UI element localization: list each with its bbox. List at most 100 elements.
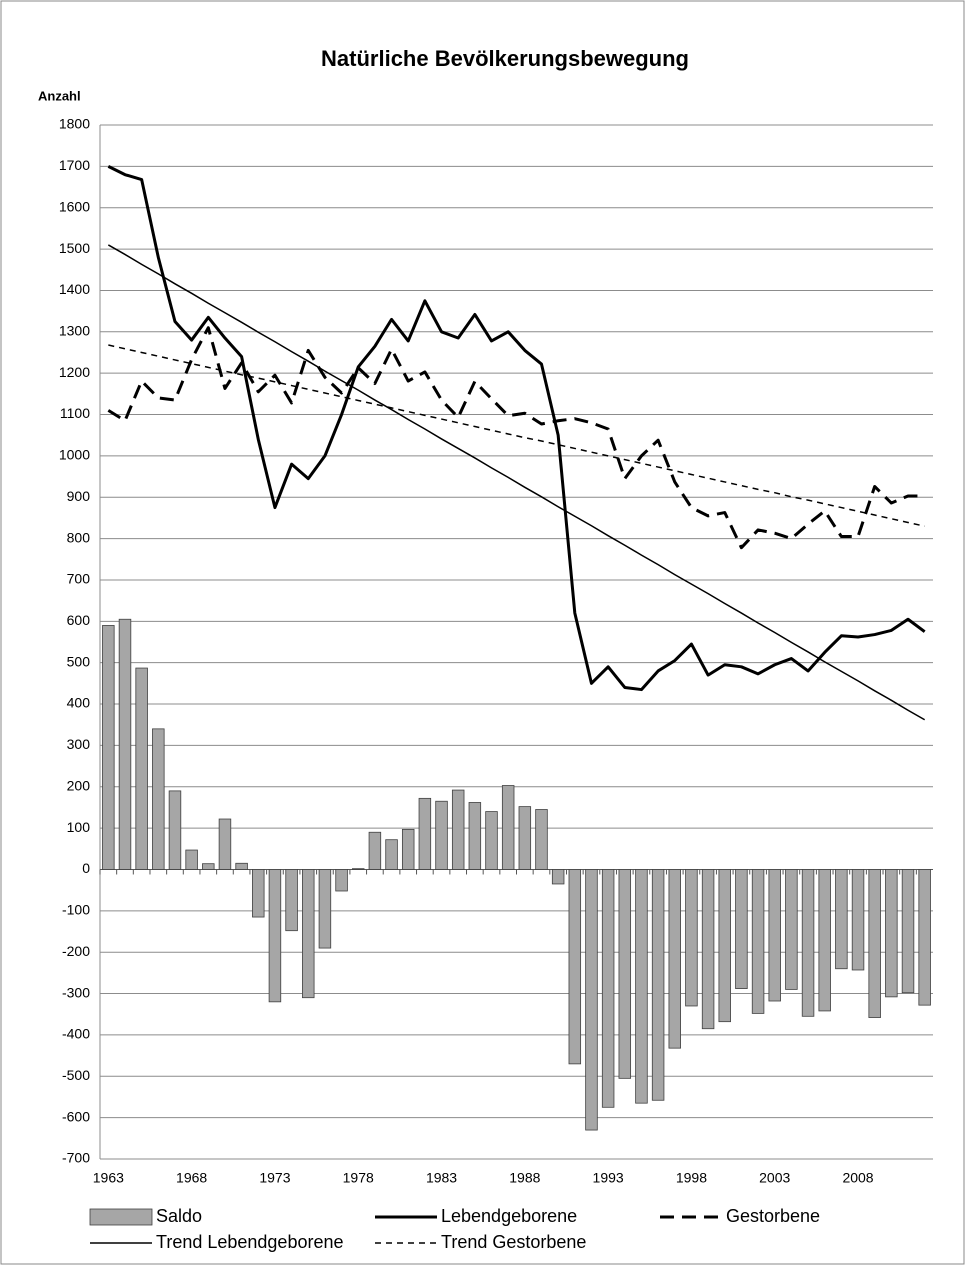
y-tick-label: 1700 — [59, 157, 90, 173]
legend-label: Saldo — [156, 1206, 202, 1226]
line — [107, 244, 926, 721]
x-tick-label: 1993 — [593, 1170, 624, 1186]
bar — [801, 869, 815, 1017]
legend-swatch — [89, 1208, 153, 1226]
x-tick-label: 1968 — [176, 1170, 207, 1186]
y-tick-label: 400 — [67, 695, 91, 711]
bar — [768, 869, 781, 1002]
bar — [485, 811, 498, 870]
y-tick-label: 1100 — [60, 405, 90, 421]
chart-title: Natürliche Bevölkerungsbewegung — [321, 46, 689, 71]
bar — [285, 869, 298, 932]
bar — [635, 869, 648, 1104]
bar — [418, 797, 432, 870]
bar — [501, 785, 515, 870]
y-tick-label: 800 — [67, 529, 91, 545]
bar — [385, 839, 398, 870]
bar — [651, 869, 665, 1101]
y-tick-label: 1200 — [59, 364, 90, 380]
bar — [451, 789, 465, 870]
y-tick-label: 1300 — [59, 323, 90, 339]
bar — [785, 869, 798, 990]
y-tick-label: -300 — [62, 984, 90, 1000]
y-tick-label: 1600 — [59, 198, 90, 214]
bar — [568, 869, 582, 1065]
bar — [618, 869, 632, 1079]
y-tick-label: 900 — [67, 488, 91, 504]
bar — [468, 802, 482, 870]
bar — [135, 667, 148, 870]
bar — [235, 862, 248, 870]
bar — [435, 800, 448, 870]
legend-label: Trend Lebendgeborene — [156, 1232, 344, 1252]
x-tick-label: 1978 — [343, 1170, 374, 1186]
y-tick-label: -700 — [62, 1150, 90, 1166]
y-tick-label: 300 — [67, 736, 91, 752]
y-tick-label: 500 — [67, 653, 91, 669]
bar — [335, 869, 348, 892]
y-tick-label: -500 — [62, 1067, 90, 1083]
y-tick-label: 1800 — [59, 116, 90, 132]
bar — [168, 790, 182, 870]
legend-label: Trend Gestorbene — [441, 1232, 586, 1252]
y-tick-label: -200 — [62, 943, 90, 959]
bar — [252, 869, 265, 918]
y-tick-label: 200 — [67, 777, 91, 793]
bar — [685, 869, 698, 1007]
bar — [118, 618, 132, 870]
bar — [868, 869, 881, 1018]
legend-label: Lebendgeborene — [441, 1206, 577, 1226]
y-tick-label: -400 — [62, 1026, 90, 1042]
bar — [668, 869, 682, 1049]
bar — [302, 869, 315, 999]
bar — [918, 869, 931, 1006]
line — [107, 165, 926, 692]
bar — [585, 869, 598, 1131]
bar — [218, 818, 232, 870]
bar — [885, 869, 898, 998]
y-axis-title: Anzahl — [38, 88, 81, 103]
y-tick-label: -600 — [62, 1108, 90, 1124]
bar — [518, 806, 532, 870]
y-tick-label: 0 — [82, 860, 90, 876]
bar — [735, 869, 748, 989]
bar — [751, 869, 765, 1014]
legend-label: Gestorbene — [726, 1206, 820, 1226]
bar — [351, 868, 365, 870]
y-tick-label: 1000 — [59, 447, 90, 463]
bar — [401, 828, 415, 870]
x-tick-label: 2008 — [842, 1170, 873, 1186]
y-tick-label: 100 — [67, 819, 91, 835]
y-tick-label: 700 — [67, 571, 91, 587]
bar — [901, 869, 915, 994]
bar — [851, 869, 865, 971]
bar — [701, 869, 715, 1030]
bar — [718, 869, 731, 1023]
x-tick-label: 1988 — [509, 1170, 540, 1186]
bar — [185, 849, 198, 870]
bar — [535, 809, 548, 870]
y-tick-label: 600 — [67, 612, 91, 628]
y-tick-label: 1500 — [59, 240, 90, 256]
bar — [202, 863, 215, 870]
y-tick-label: 1400 — [59, 281, 90, 297]
bar — [601, 869, 615, 1108]
x-tick-label: 2003 — [759, 1170, 790, 1186]
bar — [268, 869, 282, 1003]
bar — [368, 831, 382, 870]
x-tick-label: 1998 — [676, 1170, 707, 1186]
bar — [551, 869, 565, 885]
x-tick-label: 1963 — [93, 1170, 124, 1186]
bar — [318, 869, 332, 949]
bar — [102, 625, 115, 870]
line — [107, 326, 925, 550]
y-tick-label: -100 — [62, 902, 90, 918]
line — [108, 344, 925, 527]
bar — [835, 869, 848, 970]
bar — [152, 728, 165, 870]
x-tick-label: 1973 — [259, 1170, 290, 1186]
x-tick-label: 1983 — [426, 1170, 457, 1186]
bar — [818, 869, 831, 1012]
